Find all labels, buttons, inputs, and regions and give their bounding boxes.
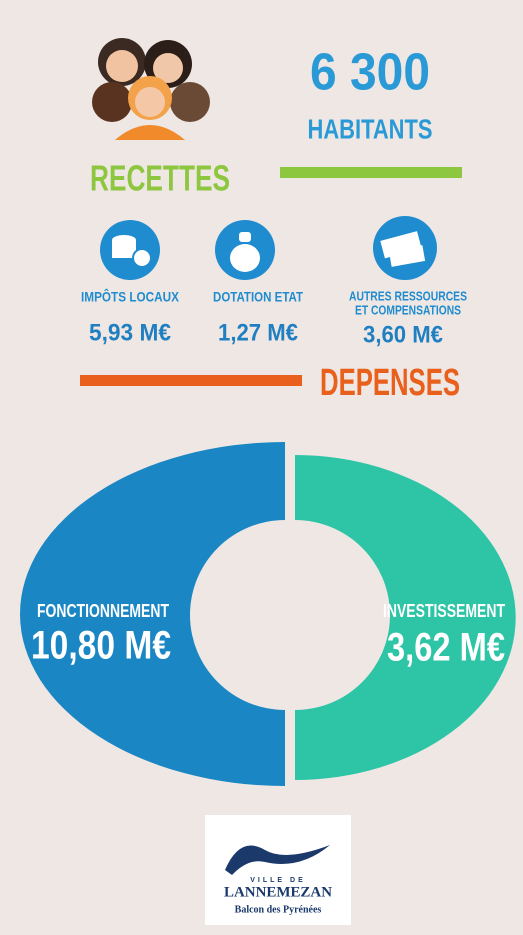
- icon-bag: [215, 220, 275, 280]
- donut-fonctionnement: [20, 442, 285, 786]
- population-label: HABITANTS: [308, 113, 433, 144]
- depense-value: 10,80 M€: [31, 624, 171, 668]
- icon-bills: [373, 216, 437, 280]
- depenses-title: DEPENSES: [320, 362, 460, 404]
- donut-investissement: [295, 455, 516, 780]
- recette-label: AUTRES RESSOURCES: [349, 288, 467, 303]
- green-bar: [280, 167, 462, 178]
- depense-label: INVESTISSEMENT: [383, 601, 505, 621]
- orange-bar: [80, 375, 302, 386]
- recette-value: 1,27 M€: [218, 319, 298, 346]
- depense-label: FONCTIONNEMENT: [37, 601, 169, 621]
- recette-value: 3,60 M€: [363, 321, 443, 348]
- logo-line1: VILLE DE: [250, 877, 306, 884]
- recette-label: IMPÔTS LOCAUX: [81, 288, 180, 305]
- depense-value: 3,62 M€: [387, 626, 505, 670]
- recette-value: 5,93 M€: [89, 319, 171, 346]
- recette-label: DOTATION ETAT: [213, 289, 303, 305]
- logo-line2: LANNEMEZAN: [224, 884, 332, 900]
- population: 6 300: [310, 44, 430, 102]
- people-icon: [92, 38, 210, 140]
- logo-line3: Balcon des Pyrénées: [235, 904, 322, 915]
- recettes-title: RECETTES: [90, 158, 230, 199]
- icon-coins: [100, 220, 160, 280]
- logo-mark: [225, 845, 330, 875]
- recette-label: ET COMPENSATIONS: [355, 302, 461, 317]
